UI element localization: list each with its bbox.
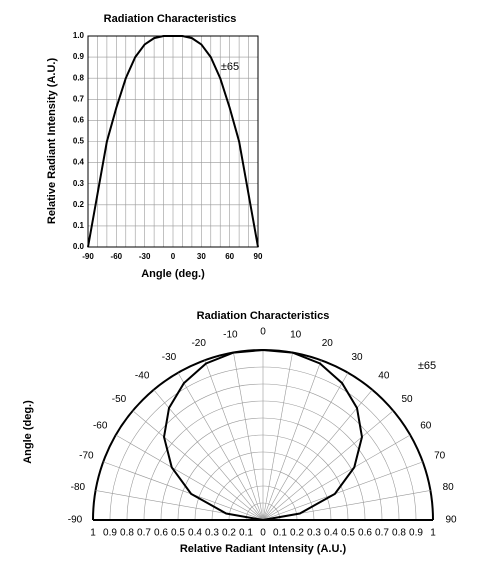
r-tick-label: 1 [430, 528, 436, 539]
radial-grid-line [233, 352, 264, 521]
r-tick-label: 0.3 [307, 528, 321, 539]
theta-tick-label: 30 [351, 352, 363, 363]
x-tick-label: -30 [139, 252, 151, 261]
y-tick-label: 0.6 [73, 116, 85, 125]
x-axis-label: Angle (deg.) [141, 268, 205, 280]
r-tick-label: 0.2 [222, 528, 236, 539]
r-tick-label: 0.9 [409, 528, 423, 539]
r-tick-label: 0.2 [290, 528, 304, 539]
theta-tick-label: 10 [290, 329, 302, 340]
theta-axis-label: Angle (deg.) [22, 400, 34, 464]
radial-grid-line [115, 434, 264, 521]
annotation: ±65 [221, 61, 239, 73]
theta-tick-label: -80 [71, 482, 86, 493]
x-tick-label: 30 [197, 252, 206, 261]
r-tick-label: 0.1 [273, 528, 287, 539]
r-tick-label: 0.4 [324, 528, 338, 539]
theta-tick-label: 60 [420, 421, 432, 432]
x-tick-label: 0 [171, 252, 176, 261]
theta-tick-label: 20 [322, 338, 334, 349]
radial-grid-line [132, 410, 264, 521]
y-axis-label: Relative Radiant Intensity (A.U.) [46, 58, 58, 225]
y-tick-label: 0.9 [73, 52, 85, 61]
radial-grid-line [262, 360, 322, 521]
y-tick-label: 0.7 [73, 94, 85, 103]
r-tick-label: 0.8 [392, 528, 406, 539]
r-tick-label: 0.5 [171, 528, 185, 539]
x-tick-label: 60 [225, 252, 234, 261]
r-tick-label: 0.1 [239, 528, 253, 539]
theta-tick-label: 90 [445, 515, 457, 526]
theta-tick-label: -40 [135, 371, 150, 382]
r-tick-label: 0.3 [205, 528, 219, 539]
chart-title: Radiation Characteristics [104, 13, 237, 25]
theta-tick-label: 50 [401, 394, 413, 405]
r-axis-label: Relative Radiant Intensity (A.U.) [180, 543, 347, 555]
theta-tick-label: -90 [68, 515, 83, 526]
r-tick-label: 0.9 [103, 528, 117, 539]
x-tick-label: -90 [82, 252, 94, 261]
y-tick-label: 0.2 [73, 200, 85, 209]
r-tick-label: 0.7 [375, 528, 389, 539]
x-tick-label: -60 [111, 252, 123, 261]
theta-tick-label: -70 [79, 450, 94, 461]
y-tick-label: 0.4 [73, 158, 85, 167]
y-tick-label: 0.1 [73, 221, 85, 230]
radial-grid-line [103, 461, 264, 521]
y-tick-label: 0.3 [73, 179, 85, 188]
theta-tick-label: 0 [260, 327, 266, 338]
radial-grid-line [177, 372, 264, 521]
r-tick-label: 0 [260, 528, 266, 539]
theta-tick-label: -60 [93, 421, 108, 432]
r-tick-label: 0.8 [120, 528, 134, 539]
radial-grid-line [204, 360, 264, 521]
r-tick-label: 1 [90, 528, 96, 539]
radial-grid-line [262, 372, 349, 521]
radial-grid-line [262, 352, 293, 521]
r-tick-label: 0.7 [137, 528, 151, 539]
theta-tick-label: 40 [378, 371, 390, 382]
radial-grid-line [153, 389, 264, 521]
radial-grid-line [262, 410, 394, 521]
y-tick-label: 0.0 [73, 242, 85, 251]
y-tick-label: 0.5 [73, 137, 85, 146]
r-tick-label: 0.6 [358, 528, 372, 539]
theta-tick-label: -30 [162, 352, 177, 363]
chart-title: Radiation Characteristics [197, 310, 330, 322]
data-line [163, 348, 363, 521]
x-tick-label: 90 [254, 252, 263, 261]
theta-tick-label: 80 [443, 482, 455, 493]
data-line [87, 35, 259, 248]
theta-tick-label: -50 [112, 394, 127, 405]
radial-grid-line [262, 389, 373, 521]
y-tick-label: 0.8 [73, 73, 85, 82]
r-tick-label: 0.6 [154, 528, 168, 539]
radial-grid-line [262, 434, 411, 521]
annotation: ±65 [418, 360, 436, 372]
theta-tick-label: 70 [434, 450, 446, 461]
theta-tick-label: -20 [191, 338, 206, 349]
theta-tick-label: -10 [223, 329, 238, 340]
y-tick-label: 1.0 [73, 31, 85, 40]
r-tick-label: 0.5 [341, 528, 355, 539]
r-tick-label: 0.4 [188, 528, 202, 539]
radial-grid-line [262, 461, 423, 521]
